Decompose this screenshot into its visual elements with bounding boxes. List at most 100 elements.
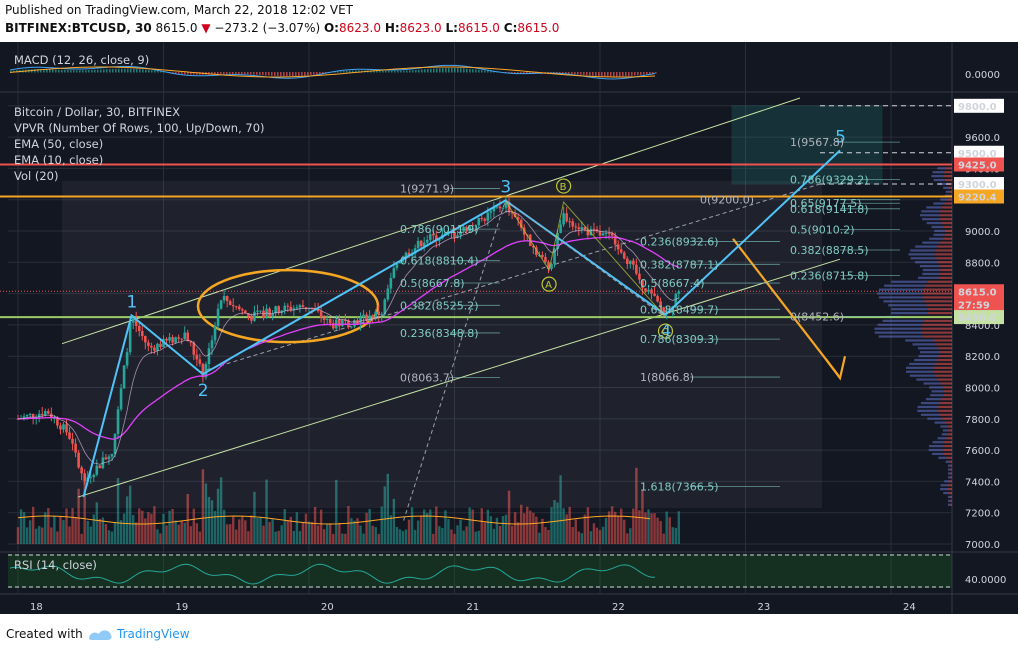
volume-bar [283, 509, 286, 544]
vpvr-bar-down [950, 495, 952, 499]
macd-histogram-bar [601, 72, 603, 77]
vpvr-bar-down [938, 347, 952, 350]
candle-body [274, 306, 277, 314]
candle-body [562, 213, 565, 225]
macd-histogram-bar [559, 72, 561, 74]
candle-body [289, 306, 293, 311]
macd-histogram-bar [400, 70, 402, 73]
price-label-box [954, 145, 1004, 160]
vpvr-bar-up [891, 308, 928, 311]
macd-histogram-bar [580, 72, 582, 75]
volume-bar [650, 513, 653, 544]
macd-histogram-bar [208, 72, 210, 75]
price-label-box [954, 284, 1004, 299]
macd-histogram-bar [523, 72, 525, 74]
volume-bar [553, 500, 556, 544]
volume-bar [138, 508, 141, 544]
candle-body [550, 264, 553, 269]
volume-bar [523, 513, 526, 544]
fib-level-label: 1(8066.8) [640, 371, 694, 384]
volume-bar [665, 511, 668, 544]
y-tick-label: 7800.0 [965, 415, 1000, 426]
vpvr-bar-down [935, 249, 952, 252]
vpvr-bar-down [942, 417, 952, 420]
candle-body [632, 260, 635, 265]
macd-signal-line [9, 66, 656, 78]
candle-body [644, 288, 647, 292]
candle-body [198, 359, 202, 364]
vpvr-bar-up [878, 335, 923, 338]
fib-level-label: 0.236(8348.8) [400, 327, 479, 340]
wave-labels: 1 2 3 4 5 A B C [82, 127, 846, 498]
candle-body [480, 218, 484, 220]
macd-histogram-bar [73, 70, 75, 73]
candle-body [222, 296, 226, 301]
macd-histogram-bar [292, 72, 294, 77]
fib-level-label: 0.5(9010.2) [790, 223, 855, 236]
volume-bar [610, 506, 614, 544]
vpvr-bar-down [942, 386, 952, 389]
macd-histogram-bar [406, 70, 408, 73]
vpvr-bar-down [950, 476, 952, 479]
volume-bar [547, 530, 550, 544]
macd-histogram-bar [343, 70, 345, 73]
candle-body [256, 310, 259, 312]
vpvr-bar-up [922, 241, 941, 244]
candle-body [53, 417, 56, 419]
volume-bar [89, 526, 92, 544]
macd-histogram-bar [70, 70, 72, 73]
vpvr-bar-up [917, 409, 939, 412]
candle-body [137, 325, 141, 332]
macd-histogram-bar [175, 72, 177, 74]
candle-body [71, 438, 74, 444]
volume-bar [225, 524, 229, 544]
y-tick-label: 9000.0 [965, 227, 1000, 238]
volume-bar [377, 533, 380, 544]
macd-histogram-bar [583, 72, 585, 75]
volume-bar [292, 531, 296, 544]
vpvr-bar-down [922, 335, 952, 338]
candle-body [504, 201, 508, 208]
macd-histogram-bar [457, 68, 459, 73]
volume-bar [131, 515, 135, 544]
vpvr-bar-up [938, 182, 947, 186]
candle-body [677, 291, 681, 294]
macd-histogram-bar [409, 70, 411, 73]
vpvr-bar-down [944, 233, 952, 236]
y-tick-label: 8400.0 [965, 321, 1000, 332]
price-label-text: 9300.0 [958, 180, 997, 191]
volume-bar [623, 519, 626, 544]
fib-level-label: 0.786(9011.9) [400, 223, 479, 236]
macd-histogram-bar [430, 68, 432, 73]
candle-body [144, 335, 147, 343]
macd-histogram-bar [490, 71, 492, 73]
macd-histogram-bar [61, 69, 63, 73]
vpvr-bar-down [941, 206, 952, 209]
macd-histogram-bar [106, 69, 108, 73]
vpvr-bar-up [910, 257, 936, 260]
volume-bar [62, 520, 65, 544]
vpvr-bar-up [877, 292, 923, 295]
macd-histogram-bar [67, 70, 69, 73]
vpvr-bar-up [922, 272, 941, 276]
macd-histogram-bar [43, 69, 45, 73]
macd-histogram-bar [271, 72, 273, 76]
volume-bar [219, 477, 223, 544]
candle-body [510, 212, 514, 214]
vpvr-bar-up [910, 249, 936, 252]
volume-bar [83, 481, 86, 544]
tradingview-link[interactable]: TradingView [117, 627, 190, 641]
vpvr-bar-up [926, 206, 942, 209]
vpvr-bar-down [933, 370, 952, 373]
volume-bar [629, 528, 632, 544]
macd-histogram-bar [184, 72, 186, 75]
tradingview-logo-icon[interactable] [87, 627, 113, 641]
vpvr-bar-up [926, 221, 942, 225]
volume-bar [374, 527, 377, 544]
macd-histogram-bar [415, 69, 417, 73]
volume-bar [668, 517, 671, 544]
macd-histogram-bar [595, 72, 597, 76]
price-label-box [954, 297, 1004, 312]
